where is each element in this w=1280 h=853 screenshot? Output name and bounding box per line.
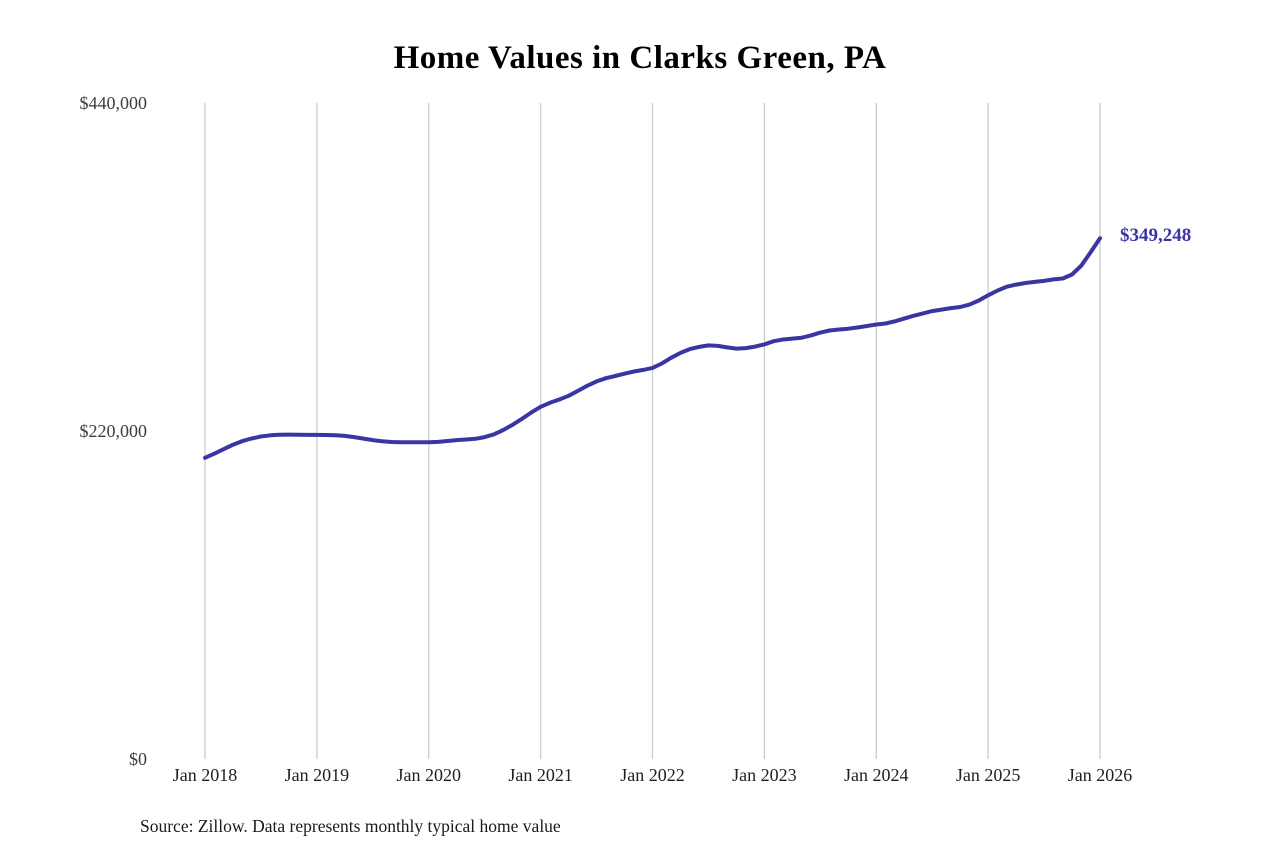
- x-tick-label: Jan 2023: [732, 765, 797, 785]
- y-tick-label: $440,000: [79, 93, 148, 113]
- x-tick-label: Jan 2018: [172, 765, 238, 785]
- x-tick-label: Jan 2021: [508, 765, 573, 785]
- source-note: Source: Zillow. Data represents monthly …: [140, 816, 561, 836]
- latest-value-label: $349,248: [1120, 225, 1192, 247]
- home-value-line: [203, 236, 1102, 460]
- x-tick-label: Jan 2019: [284, 765, 350, 785]
- x-tick-label: Jan 2024: [844, 765, 909, 785]
- x-tick-label: Jan 2025: [955, 765, 1021, 785]
- x-tick-label: Jan 2026: [1067, 765, 1133, 785]
- y-tick-label: $0: [129, 749, 147, 769]
- chart-title: Home Values in Clarks Green, PA: [393, 40, 887, 76]
- y-tick-label: $220,000: [79, 421, 148, 441]
- x-tick-label: Jan 2020: [396, 765, 462, 785]
- x-tick-label: Jan 2022: [620, 765, 685, 785]
